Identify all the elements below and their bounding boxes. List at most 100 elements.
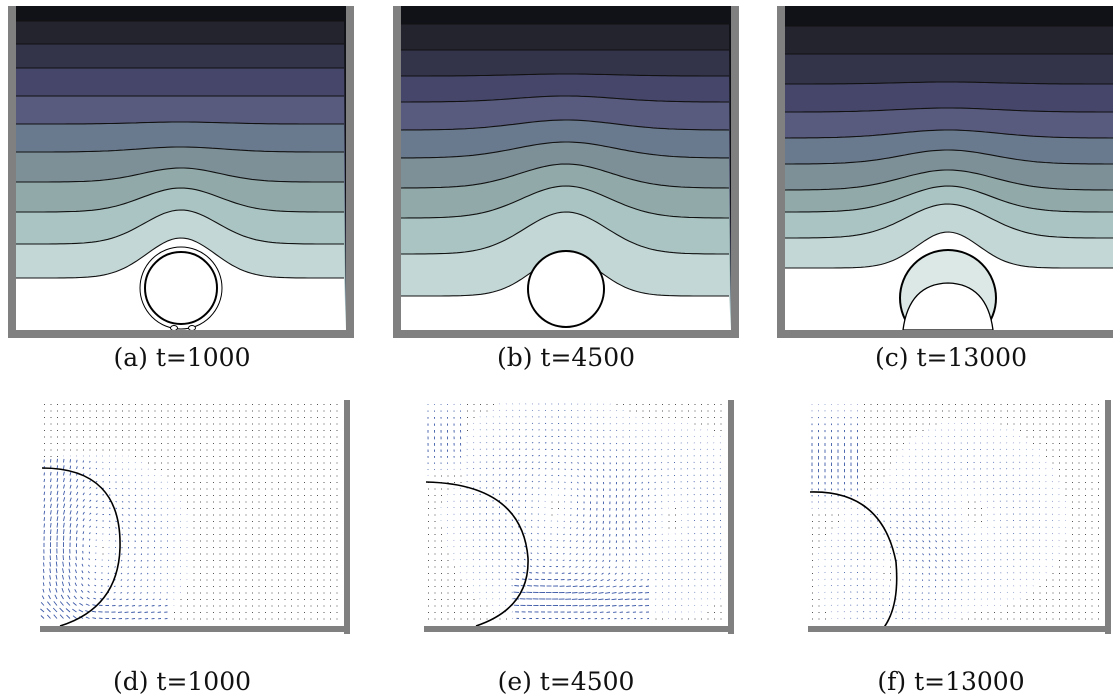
vector-arrow: [632, 585, 637, 588]
vector-dot: [278, 423, 279, 425]
vector-dot: [1039, 586, 1041, 587]
vector-arrow: [948, 527, 950, 529]
vector-dot: [812, 566, 813, 568]
vector-arrow: [591, 592, 598, 594]
vector-dot: [226, 475, 227, 477]
vector-arrow: [151, 605, 155, 607]
vector-dot: [317, 534, 318, 535]
vector-dot: [330, 514, 331, 516]
vector-dot: [245, 579, 247, 581]
vector-arrow: [69, 465, 72, 470]
vector-arrow: [602, 546, 604, 550]
vector-dot: [1065, 612, 1067, 613]
vector-arrow: [590, 442, 592, 445]
vector-dot: [44, 417, 45, 418]
vector-arrow: [967, 559, 970, 562]
vector-arrow: [563, 546, 565, 549]
contour-line: [401, 73, 729, 77]
vector-dot: [206, 592, 208, 594]
vector-dot: [278, 592, 279, 594]
vector-arrow: [993, 481, 995, 483]
vector-arrow: [147, 527, 149, 529]
vector-dot: [1046, 592, 1047, 594]
vector-arrow: [592, 585, 598, 588]
vector-dot: [1052, 599, 1054, 600]
vector-dot: [174, 469, 175, 470]
vector-arrow: [147, 566, 149, 568]
vector-dot: [1078, 521, 1080, 522]
vector-arrow: [145, 605, 149, 607]
vector-dot: [1091, 436, 1093, 438]
vector-dot: [245, 404, 247, 405]
vector-arrow: [115, 520, 117, 523]
vector-dot: [870, 488, 872, 490]
vector-arrow: [159, 592, 162, 594]
vector-arrow: [590, 462, 592, 465]
vector-dot: [245, 553, 247, 555]
vector-dot: [1072, 566, 1073, 568]
vector-arrow: [147, 514, 150, 516]
vector-dot: [675, 417, 676, 418]
vector-arrow: [570, 468, 573, 471]
vector-dot: [291, 495, 292, 496]
vector-arrow: [511, 571, 513, 574]
vector-arrow: [595, 559, 598, 562]
vector-dot: [57, 410, 58, 412]
vector-arrow: [531, 435, 534, 437]
vector-dot: [89, 449, 91, 451]
vector-arrow: [1006, 539, 1008, 541]
vector-arrow: [570, 488, 573, 490]
contour-line: [400, 119, 730, 131]
vector-dot: [1052, 410, 1054, 412]
vector-dot: [252, 514, 253, 516]
vector-arrow: [485, 545, 487, 548]
vector-arrow: [504, 571, 507, 574]
vector-dot: [668, 404, 670, 405]
vector-dot: [317, 553, 318, 555]
vector-dot: [245, 605, 247, 607]
vector-dot: [232, 417, 234, 418]
vector-arrow: [82, 492, 85, 496]
vector-arrow: [583, 449, 586, 451]
vector-arrow: [902, 527, 905, 529]
vector-arrow: [922, 553, 924, 556]
vector-dot: [226, 618, 227, 620]
vector-arrow: [115, 507, 118, 510]
vector-dot: [922, 404, 924, 405]
vector-dot: [323, 573, 325, 574]
vector-arrow: [935, 572, 937, 575]
vector-dot: [193, 514, 195, 516]
vector-dot: [278, 527, 279, 529]
vector-arrow: [876, 585, 878, 587]
vector-dot: [1072, 521, 1073, 522]
vector-dot: [174, 436, 175, 438]
vector-arrow: [587, 579, 591, 581]
vector-arrow: [700, 468, 702, 470]
vector-dot: [291, 462, 292, 464]
vector-arrow: [95, 532, 98, 535]
vector-dot: [434, 605, 436, 607]
vector-dot: [291, 449, 292, 451]
vector-dot: [1059, 443, 1060, 444]
vector-arrow: [599, 585, 604, 588]
vector-dot: [1098, 469, 1099, 470]
vector-arrow: [941, 468, 943, 470]
vector-dot: [226, 599, 227, 600]
vector-dot: [1046, 430, 1047, 431]
vector-arrow: [570, 455, 573, 458]
vector-dot: [336, 469, 338, 470]
vector-dot: [252, 410, 253, 412]
vector-dot: [187, 430, 188, 431]
vector-dot: [454, 566, 455, 568]
vector-dot: [271, 527, 273, 529]
vector-dot: [265, 521, 266, 522]
vector-dot: [213, 592, 214, 594]
vector-dot: [297, 449, 299, 451]
vector-arrow: [961, 585, 963, 588]
vector-arrow: [511, 558, 513, 561]
vector-arrow: [575, 559, 578, 562]
vector-arrow: [82, 486, 85, 489]
vector-dot: [310, 540, 312, 542]
vector-dot: [278, 501, 279, 503]
vector-dot: [460, 599, 462, 600]
